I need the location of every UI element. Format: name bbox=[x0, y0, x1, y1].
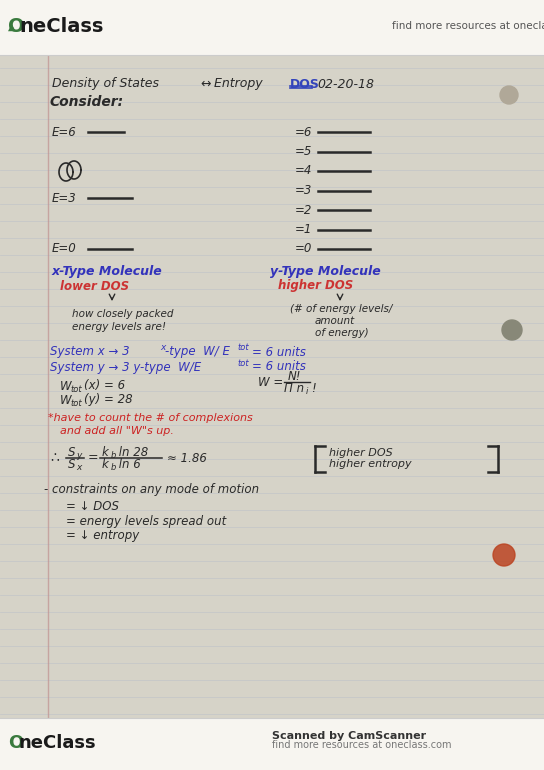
Text: b: b bbox=[111, 464, 116, 473]
Text: higher DOS: higher DOS bbox=[278, 280, 353, 293]
Text: W =: W = bbox=[258, 376, 283, 389]
Text: k: k bbox=[102, 446, 109, 458]
Text: = ↓ entropy: = ↓ entropy bbox=[66, 530, 139, 543]
Text: neClass: neClass bbox=[19, 17, 103, 36]
Text: how closely packed: how closely packed bbox=[72, 309, 174, 319]
Text: (y) = 28: (y) = 28 bbox=[84, 393, 133, 407]
Text: x: x bbox=[160, 343, 165, 353]
Text: tot: tot bbox=[70, 400, 82, 409]
Text: System y → 3 y-type  W/E: System y → 3 y-type W/E bbox=[50, 360, 201, 373]
Text: ▲: ▲ bbox=[8, 22, 15, 32]
Text: of energy): of energy) bbox=[315, 328, 369, 338]
Text: =1: =1 bbox=[295, 223, 312, 236]
Text: tot: tot bbox=[70, 386, 82, 394]
Text: neClass: neClass bbox=[19, 734, 97, 752]
Text: Entropy: Entropy bbox=[210, 78, 267, 91]
Text: *have to count the # of complexions: *have to count the # of complexions bbox=[48, 413, 253, 423]
Text: Density of States: Density of States bbox=[52, 78, 163, 91]
Text: =0: =0 bbox=[295, 243, 312, 256]
Text: 02-20-18: 02-20-18 bbox=[317, 78, 374, 91]
Text: amount: amount bbox=[315, 316, 355, 326]
Circle shape bbox=[500, 86, 518, 104]
Text: =3: =3 bbox=[295, 184, 312, 197]
Text: = 6 units: = 6 units bbox=[252, 360, 306, 373]
Text: tot: tot bbox=[237, 343, 249, 353]
Text: tot: tot bbox=[237, 359, 249, 367]
Text: y: y bbox=[76, 450, 82, 460]
Text: x-Type Molecule: x-Type Molecule bbox=[52, 266, 163, 279]
Circle shape bbox=[493, 544, 515, 566]
Text: Scanned by CamScanner: Scanned by CamScanner bbox=[272, 732, 426, 742]
Bar bbox=[0, 0, 544, 55]
Text: O: O bbox=[8, 734, 23, 752]
Text: =5: =5 bbox=[295, 145, 312, 158]
Text: - constraints on any mode of motion: - constraints on any mode of motion bbox=[44, 484, 259, 497]
Text: = energy levels spread out: = energy levels spread out bbox=[66, 514, 226, 527]
Text: E=3: E=3 bbox=[52, 192, 77, 205]
Text: =6: =6 bbox=[295, 126, 312, 139]
Text: E=6: E=6 bbox=[52, 126, 77, 139]
Text: W: W bbox=[60, 380, 72, 393]
Text: higher DOS: higher DOS bbox=[329, 448, 393, 458]
Text: ln 28: ln 28 bbox=[115, 446, 149, 458]
Circle shape bbox=[502, 320, 522, 340]
Text: ln 6: ln 6 bbox=[115, 458, 141, 471]
Text: k: k bbox=[102, 458, 109, 471]
Text: higher entropy: higher entropy bbox=[329, 459, 412, 469]
Text: = 6 units: = 6 units bbox=[252, 346, 306, 359]
Text: S: S bbox=[68, 446, 76, 458]
Text: -type  W/ E: -type W/ E bbox=[165, 346, 230, 359]
Bar bbox=[0, 718, 544, 770]
Text: O: O bbox=[8, 17, 24, 36]
Text: E=0: E=0 bbox=[52, 243, 77, 256]
Text: =2: =2 bbox=[295, 203, 312, 216]
Text: energy levels are!: energy levels are! bbox=[72, 322, 166, 332]
Text: Consider:: Consider: bbox=[50, 95, 124, 109]
Text: y-Type Molecule: y-Type Molecule bbox=[270, 266, 381, 279]
Text: find more resources at oneclass.com: find more resources at oneclass.com bbox=[272, 740, 452, 750]
Text: (# of energy levels/: (# of energy levels/ bbox=[290, 304, 392, 314]
Text: W: W bbox=[60, 393, 72, 407]
Text: lower DOS: lower DOS bbox=[60, 280, 129, 293]
Text: (x) = 6: (x) = 6 bbox=[84, 380, 125, 393]
Text: ∴: ∴ bbox=[50, 451, 59, 465]
Text: x: x bbox=[76, 464, 82, 473]
Text: =4: =4 bbox=[295, 165, 312, 178]
Text: = ↓ DOS: = ↓ DOS bbox=[66, 500, 119, 513]
Text: Π n: Π n bbox=[284, 383, 304, 396]
Text: N!: N! bbox=[288, 370, 301, 383]
Text: ↔: ↔ bbox=[200, 78, 211, 91]
Text: i: i bbox=[306, 387, 308, 397]
Text: !: ! bbox=[311, 383, 316, 396]
Text: b: b bbox=[111, 450, 116, 460]
Text: ≈ 1.86: ≈ 1.86 bbox=[167, 451, 207, 464]
Text: and add all "W"s up.: and add all "W"s up. bbox=[60, 426, 174, 436]
Text: DOS: DOS bbox=[290, 78, 320, 91]
Text: =: = bbox=[88, 451, 98, 464]
Text: S: S bbox=[68, 458, 76, 471]
Text: System x → 3: System x → 3 bbox=[50, 346, 129, 359]
Text: find more resources at oneclass.com: find more resources at oneclass.com bbox=[392, 22, 544, 32]
